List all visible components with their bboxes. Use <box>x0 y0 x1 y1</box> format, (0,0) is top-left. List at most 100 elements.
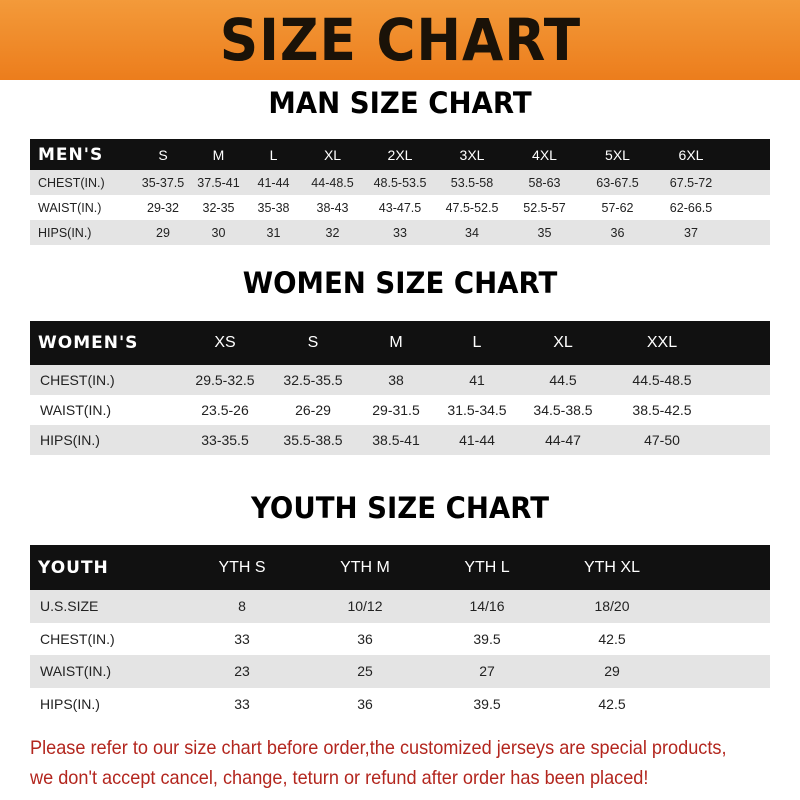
order-notice: Please refer to our size chart before or… <box>30 733 737 793</box>
size-column-header: L <box>269 146 278 163</box>
table-cell: 33 <box>393 225 407 240</box>
table-row: HIPS(IN.) 33 36 39.5 42.5 <box>30 687 770 720</box>
table-row: WAIST(IN.) 23.5-26 26-29 29-31.5 31.5-34.5 34… <box>30 395 770 425</box>
size-column-header: YTH M <box>340 558 390 576</box>
table-row: U.S.SIZE 8 10/12 14/16 18/20 <box>30 590 770 623</box>
table-cell: 27 <box>479 663 495 680</box>
size-column-header: S <box>158 146 168 163</box>
table-cell: 52.5-57 <box>523 200 566 215</box>
table-cell: 29-31.5 <box>372 402 420 418</box>
table-cell: 43-47.5 <box>378 200 422 215</box>
table-cell: 32-35 <box>202 200 235 215</box>
table-cell: 38 <box>388 372 404 388</box>
size-column-header: 4XL <box>532 146 557 163</box>
row-label: WAIST(IN.) <box>40 663 112 680</box>
table-cell: 62-66.5 <box>669 200 713 215</box>
table-cell: 47-50 <box>644 432 680 448</box>
table-cell: 39.5 <box>473 630 501 647</box>
table-cell: 36 <box>357 695 373 712</box>
table-header-label: MEN'S <box>38 144 104 165</box>
table-cell: 44-47 <box>545 432 581 448</box>
table-cell: 44.5 <box>549 372 577 388</box>
table-cell: 48.5-53.5 <box>373 175 427 190</box>
table-cell: 47.5-52.5 <box>445 200 499 215</box>
size-column-header: L <box>472 334 482 351</box>
table-cell: 29 <box>604 663 620 680</box>
table-header-row: YOUTH YTH S YTH M YTH L YTH XL <box>30 545 770 590</box>
row-label: WAIST(IN.) <box>38 200 102 215</box>
table-cell: 44.5-48.5 <box>632 372 692 388</box>
size-column-header: 2XL <box>387 146 413 163</box>
table-row: CHEST(IN.) 35-37.5 37.5-41 41-44 44-48.5 48.5… <box>30 170 770 195</box>
table-header-row: MEN'S S M L XL 2XL 3XL 4XL 5XL 6XL <box>30 139 770 170</box>
table-cell: 41-44 <box>459 432 495 448</box>
women-heading: WOMEN SIZE CHART <box>242 266 558 300</box>
size-column-header: XXL <box>646 334 678 351</box>
table-cell: 53.5-58 <box>450 175 494 190</box>
table-cell: 41-44 <box>257 175 290 190</box>
size-column-header: XL <box>553 334 573 351</box>
table-cell: 30 <box>211 225 226 240</box>
table-cell: 39.5 <box>473 695 501 712</box>
table-cell: 33-35.5 <box>201 432 249 448</box>
table-header-label: WOMEN'S <box>38 333 139 353</box>
table-cell: 37 <box>684 225 698 240</box>
youth-heading: YOUTH SIZE CHART <box>250 491 550 525</box>
table-cell: 14/16 <box>469 598 505 615</box>
table-row: WAIST(IN.) 23 25 27 29 <box>30 655 770 688</box>
table-cell: 34 <box>465 225 479 240</box>
table-cell: 31.5-34.5 <box>447 402 507 418</box>
table-cell: 38.5-41 <box>372 432 420 448</box>
table-cell: 33 <box>234 630 250 647</box>
table-cell: 31 <box>266 225 281 240</box>
table-cell: 67.5-72 <box>669 175 713 190</box>
table-cell: 33 <box>234 695 250 712</box>
page-title: SIZE CHART <box>219 6 581 74</box>
table-cell: 29 <box>156 225 170 240</box>
table-cell: 8 <box>238 598 246 615</box>
table-cell: 36 <box>357 630 373 647</box>
table-row: HIPS(IN.) 33-35.5 35.5-38.5 38.5-41 41-44 44-… <box>30 425 770 455</box>
table-cell: 38-43 <box>316 200 349 215</box>
size-column-header: YTH XL <box>583 558 640 576</box>
table-cell: 35-37.5 <box>141 175 185 190</box>
table-row: HIPS(IN.) 29 30 31 32 33 34 35 36 37 <box>30 220 770 245</box>
table-cell: 23 <box>234 663 250 680</box>
table-cell: 42.5 <box>598 695 626 712</box>
size-column-header: M <box>389 334 403 351</box>
table-cell: 29-32 <box>147 200 179 215</box>
size-column-header: XS <box>214 334 236 351</box>
table-cell: 32 <box>325 225 340 240</box>
table-cell: 10/12 <box>347 598 383 615</box>
table-cell: 63-67.5 <box>596 175 639 190</box>
women-size-table: WOMEN'S XS S M L XL XXL CHEST(IN.) 29.5-32.5 32.5… <box>30 321 770 455</box>
size-column-header: S <box>307 334 319 351</box>
table-cell: 29.5-32.5 <box>195 372 255 388</box>
table-row: CHEST(IN.) 29.5-32.5 32.5-35.5 38 41 44.5 44.5… <box>30 365 770 395</box>
size-column-header: XL <box>323 146 342 163</box>
size-column-header: YTH S <box>218 558 266 576</box>
table-cell: 25 <box>357 663 373 680</box>
table-header-label: YOUTH <box>38 557 109 578</box>
table-cell: 34.5-38.5 <box>533 402 593 418</box>
title-banner: SIZE CHART <box>0 0 800 80</box>
table-cell: 36 <box>610 225 625 240</box>
men-size-table: MEN'S S M L XL 2XL 3XL 4XL 5XL 6XL CHEST(IN.) 35-37… <box>30 139 770 245</box>
table-cell: 38.5-42.5 <box>632 402 692 418</box>
row-label: U.S.SIZE <box>40 598 99 615</box>
youth-size-table: YOUTH YTH S YTH M YTH L YTH XL U.S.SIZE 8 10/12… <box>30 545 770 720</box>
row-label: CHEST(IN.) <box>40 630 115 647</box>
row-label: CHEST(IN.) <box>38 175 105 190</box>
size-column-header: 5XL <box>605 146 630 163</box>
table-cell: 35 <box>537 225 552 240</box>
row-label: CHEST(IN.) <box>40 372 115 388</box>
table-cell: 42.5 <box>598 630 626 647</box>
size-column-header: M <box>212 146 225 163</box>
size-column-header: YTH L <box>464 558 510 576</box>
table-cell: 32.5-35.5 <box>283 372 343 388</box>
table-cell: 23.5-26 <box>201 402 249 418</box>
table-header-row: WOMEN'S XS S M L XL XXL <box>30 321 770 365</box>
table-row: CHEST(IN.) 33 36 39.5 42.5 <box>30 622 770 655</box>
size-column-header: 6XL <box>678 146 704 163</box>
notice-line-1: Please refer to our size chart before or… <box>30 737 727 759</box>
